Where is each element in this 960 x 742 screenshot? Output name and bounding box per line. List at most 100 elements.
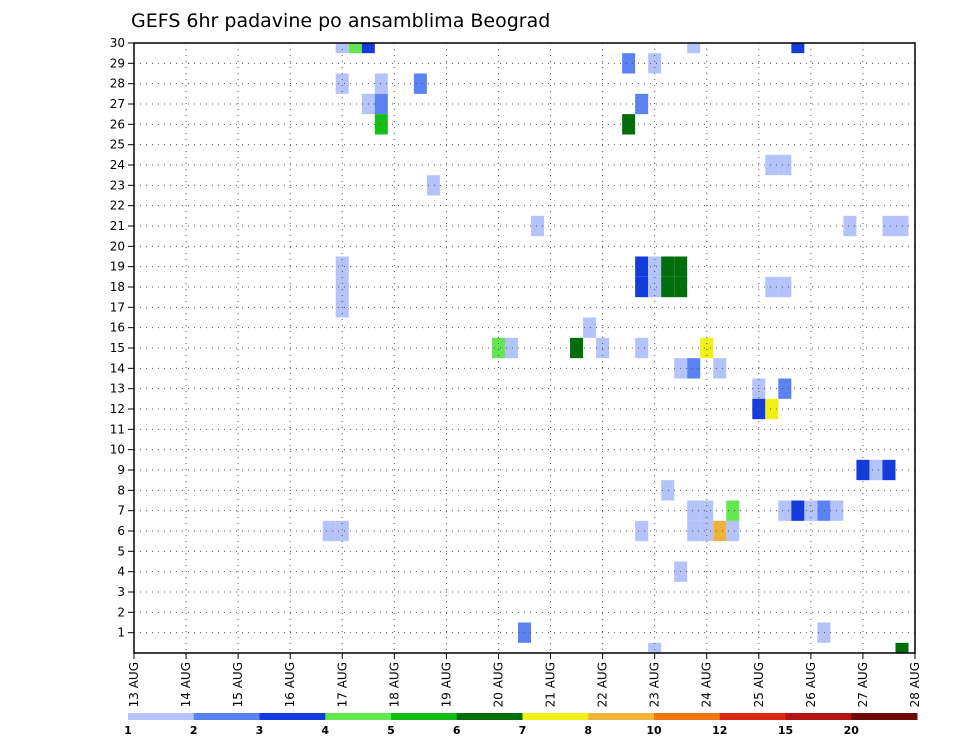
data-cell <box>622 114 636 135</box>
data-cell <box>322 520 336 542</box>
data-cell <box>374 93 388 115</box>
y-tick-label: 11 <box>110 422 125 436</box>
plot-frame <box>133 42 916 654</box>
colorbar-label: 10 <box>646 724 662 737</box>
data-cell <box>778 378 792 399</box>
data-cells <box>322 43 909 653</box>
y-tick-label: 7 <box>117 504 125 518</box>
data-cell <box>648 642 662 653</box>
data-cell <box>648 256 662 277</box>
y-axis: 1234567891011121314151617181920212223242… <box>110 36 134 640</box>
colorbar-swatch <box>851 713 918 720</box>
colorbar-label: 15 <box>778 724 793 737</box>
data-cell <box>491 337 505 359</box>
data-cell <box>570 337 584 359</box>
y-tick-label: 30 <box>110 36 125 50</box>
data-cell <box>635 337 649 359</box>
data-cell <box>726 520 740 542</box>
y-tick-label: 6 <box>117 524 125 538</box>
data-cell <box>791 43 805 54</box>
colorbar-swatch <box>259 713 326 720</box>
data-cell <box>882 459 896 481</box>
data-cell <box>335 276 349 298</box>
data-cell <box>726 500 740 521</box>
x-tick-label: 24 AUG <box>700 662 714 707</box>
y-tick-label: 4 <box>117 565 125 579</box>
y-tick-label: 20 <box>110 239 125 253</box>
x-tick-label: 23 AUG <box>648 662 662 707</box>
colorbar-swatch <box>193 713 260 720</box>
y-tick-label: 28 <box>110 77 125 91</box>
data-cell <box>635 93 649 115</box>
y-tick-label: 22 <box>110 199 125 213</box>
data-cell <box>687 43 701 54</box>
data-cell <box>583 317 597 338</box>
x-tick-label: 22 AUG <box>596 662 610 707</box>
data-cell <box>765 276 779 298</box>
y-tick-label: 26 <box>110 117 125 131</box>
data-cell <box>765 154 779 176</box>
data-cell <box>635 276 649 298</box>
y-tick-label: 24 <box>110 158 125 172</box>
data-cell <box>635 256 649 277</box>
chart-title: GEFS 6hr padavine po ansamblima Beograd <box>131 10 550 32</box>
colorbar-label: 4 <box>321 724 329 737</box>
data-cell <box>843 215 857 237</box>
colorbar-swatch <box>719 713 786 720</box>
y-tick-label: 21 <box>110 219 125 233</box>
data-cell <box>869 459 883 481</box>
y-tick-label: 12 <box>110 402 125 416</box>
colorbar-swatch <box>128 713 195 720</box>
data-cell <box>700 337 714 359</box>
x-tick-label: 27 AUG <box>856 662 870 707</box>
data-cell <box>531 215 545 237</box>
data-cell <box>778 276 792 298</box>
y-tick-label: 29 <box>110 56 125 70</box>
data-cell <box>713 358 727 379</box>
data-cell <box>374 73 388 94</box>
colorbar-label: 1 <box>124 724 132 737</box>
data-cell <box>700 520 714 542</box>
data-cell <box>335 43 349 54</box>
data-cell <box>413 73 427 94</box>
colorbar-swatch <box>456 713 523 720</box>
data-cell <box>374 114 388 135</box>
y-tick-label: 23 <box>110 178 125 192</box>
y-tick-label: 10 <box>110 443 125 457</box>
colorbar-swatch <box>325 713 392 720</box>
data-cell <box>648 276 662 298</box>
data-cell <box>817 500 831 521</box>
data-cell <box>661 480 675 501</box>
colorbar-swatch <box>785 713 852 720</box>
colorbar-swatch <box>654 713 721 720</box>
data-cell <box>778 154 792 176</box>
data-cell <box>687 520 701 542</box>
data-cell <box>778 500 792 521</box>
data-cell <box>817 622 831 643</box>
data-cell <box>804 500 818 521</box>
y-tick-label: 17 <box>110 300 125 314</box>
data-cell <box>361 43 375 54</box>
data-cell <box>882 215 896 237</box>
y-tick-label: 5 <box>117 544 125 558</box>
colorbar-label: 12 <box>712 724 727 737</box>
data-cell <box>635 520 649 542</box>
x-tick-label: 14 AUG <box>179 662 193 707</box>
colorbar-label: 8 <box>584 724 592 737</box>
x-tick-label: 16 AUG <box>283 662 297 707</box>
data-cell <box>713 520 727 542</box>
x-tick-label: 21 AUG <box>544 662 558 707</box>
x-tick-label: 19 AUG <box>439 662 453 707</box>
x-tick-label: 20 AUG <box>491 662 505 707</box>
data-cell <box>622 53 636 74</box>
x-tick-label: 18 AUG <box>387 662 401 707</box>
y-tick-label: 13 <box>110 382 125 396</box>
colorbar-label: 7 <box>519 724 527 737</box>
colorbar-swatch <box>391 713 458 720</box>
colorbar-swatch <box>522 713 589 720</box>
data-cell <box>504 337 518 359</box>
data-cell <box>335 520 349 542</box>
x-axis: 13 AUG 14 AUG 15 AUG 16 AUG 17 AUG 18 AUG 19 A… <box>127 653 922 707</box>
data-cell <box>765 398 779 420</box>
